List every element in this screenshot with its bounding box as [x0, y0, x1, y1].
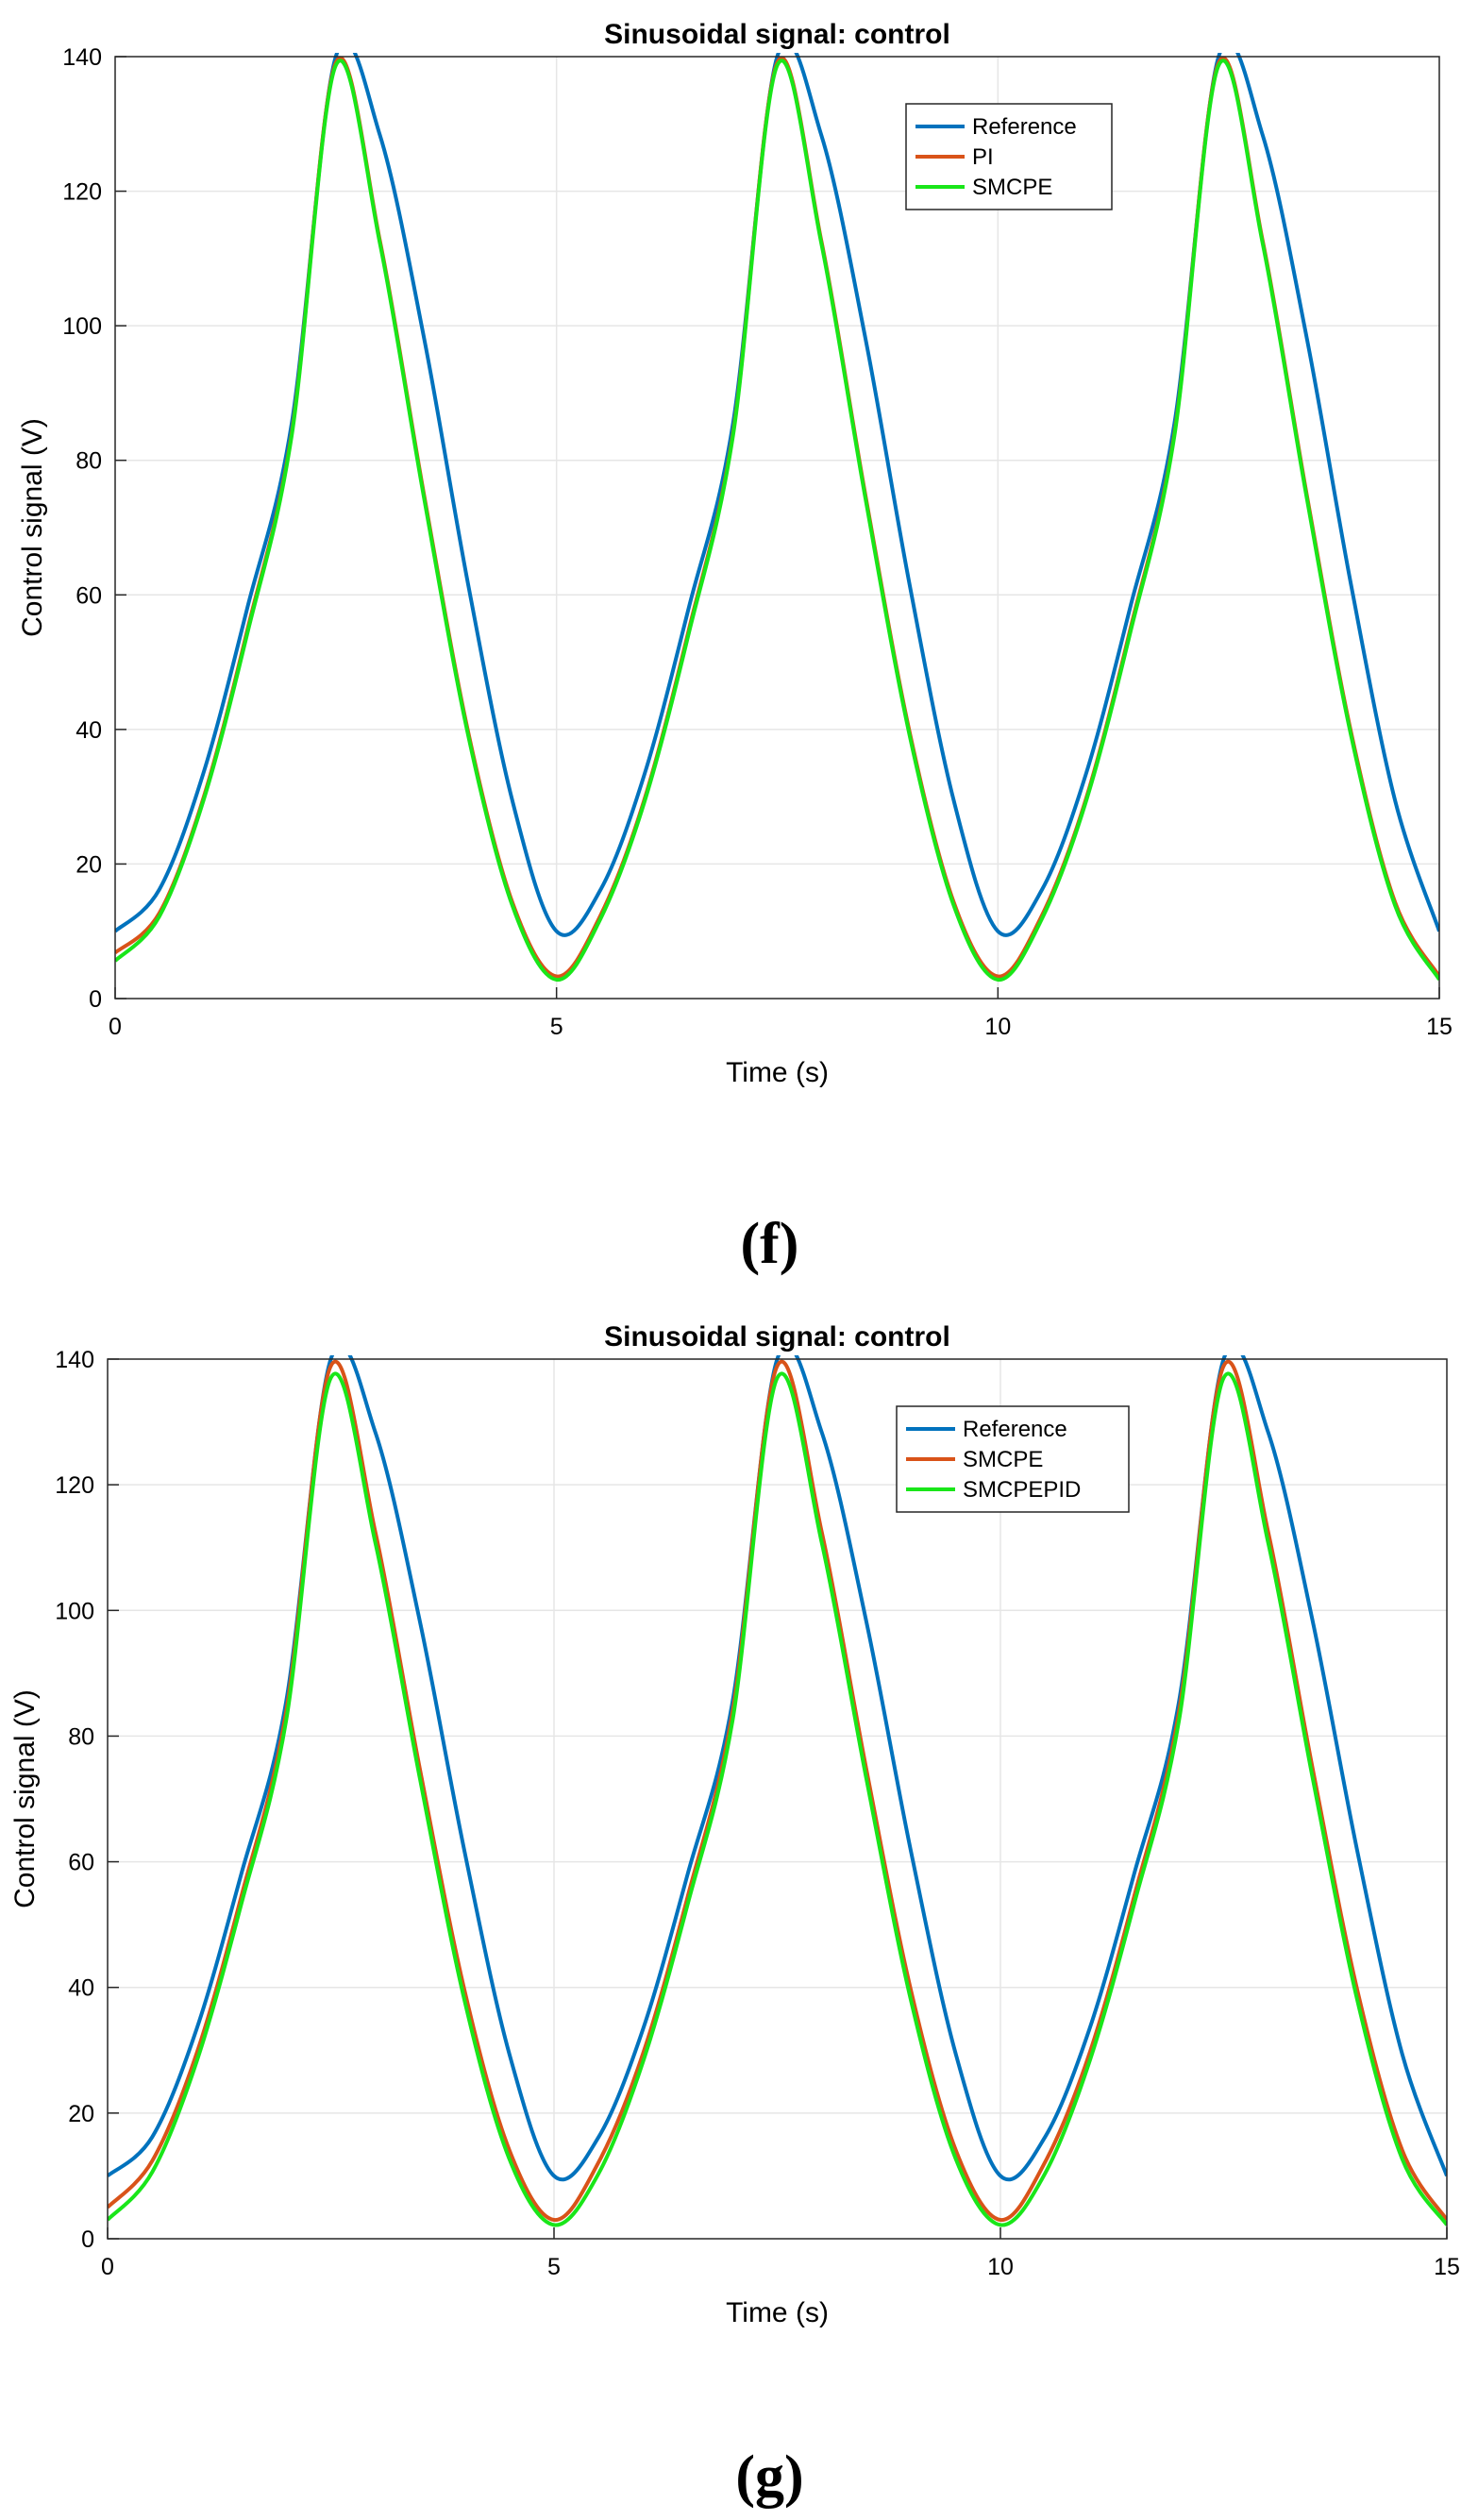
x-tick-label: 0	[109, 1014, 122, 1040]
y-tick-label: 100	[62, 313, 102, 340]
panel-caption: (g)	[735, 2444, 803, 2509]
y-axis-label: Control signal (V)	[9, 1689, 41, 1908]
y-tick-label: 60	[68, 1850, 94, 1876]
x-tick-label: 15	[1426, 1014, 1453, 1040]
series-line-smcpe	[115, 59, 1439, 982]
y-tick-label: 40	[68, 1975, 94, 2002]
y-tick-label: 120	[55, 1472, 94, 1499]
series-line-reference	[108, 1355, 1447, 2182]
x-tick-label: 0	[101, 2254, 114, 2280]
axes-box	[114, 56, 1440, 1000]
y-tick-label: 0	[89, 986, 102, 1013]
x-axis-label: Time (s)	[726, 1057, 829, 1088]
y-tick-label: 60	[76, 582, 102, 609]
y-tick-label: 40	[76, 717, 102, 744]
chart-panel-f: 0 5 10 15 0 20 40 60 80 100 120 140 Sinusoidal signa…	[17, 19, 1453, 1276]
legend-label: PI	[972, 144, 994, 170]
x-tick-label: 5	[550, 1014, 563, 1040]
y-tick-label: 140	[62, 44, 102, 71]
plot-area	[108, 1359, 1447, 2239]
legend-label: Reference	[972, 114, 1077, 140]
y-tick-label: 20	[68, 2101, 94, 2127]
y-tick-label: 100	[55, 1598, 94, 1624]
x-tick-label: 10	[987, 2254, 1014, 2280]
plot-area	[115, 57, 1439, 999]
legend-label: SMCPE	[963, 1447, 1043, 1472]
chart-panel-g: 0 5 10 15 0 20 40 60 80 100 120 140 Sinusoidal signa…	[9, 1321, 1460, 2509]
x-tick-label: 15	[1434, 2254, 1460, 2280]
legend-label: SMCPEPID	[963, 1477, 1081, 1503]
chart-title: Sinusoidal signal: control	[604, 1321, 950, 1352]
legend-label: Reference	[963, 1417, 1067, 1442]
x-axis-label: Time (s)	[726, 2297, 829, 2328]
legend-label: SMCPE	[972, 175, 1052, 200]
axes-box	[107, 1358, 1448, 2240]
chart-title: Sinusoidal signal: control	[604, 19, 950, 50]
x-tick-label: 5	[547, 2254, 561, 2280]
y-tick-label: 80	[76, 448, 102, 475]
panel-caption: (f)	[741, 1212, 799, 1276]
y-tick-label: 140	[55, 1347, 94, 1373]
y-tick-label: 0	[81, 2226, 94, 2253]
y-tick-label: 80	[68, 1723, 94, 1750]
y-axis-label: Control signal (V)	[17, 418, 48, 637]
y-tick-label: 120	[62, 179, 102, 206]
series-line-smcpe	[108, 1359, 1447, 2222]
x-tick-label: 10	[984, 1014, 1011, 1040]
series-line-smcpepid	[108, 1371, 1447, 2227]
y-tick-label: 20	[76, 851, 102, 878]
